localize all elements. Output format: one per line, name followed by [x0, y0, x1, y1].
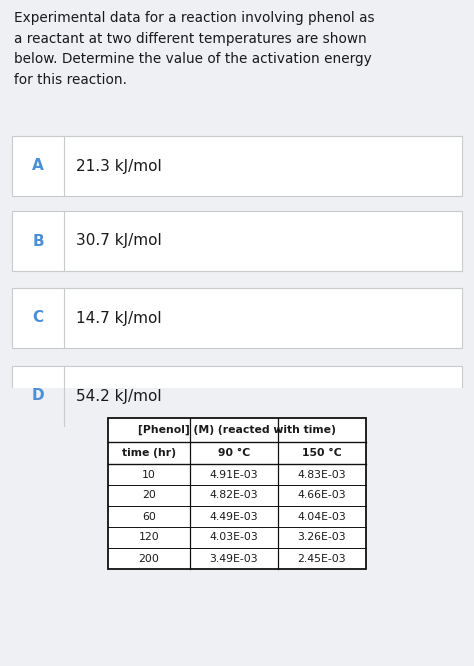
- Text: 4.04E-03: 4.04E-03: [298, 511, 346, 521]
- Text: 4.03E-03: 4.03E-03: [210, 533, 258, 543]
- Text: 150 °C: 150 °C: [302, 448, 342, 458]
- Text: 3.49E-03: 3.49E-03: [210, 553, 258, 563]
- Text: 2.45E-03: 2.45E-03: [298, 553, 346, 563]
- Text: A: A: [32, 159, 44, 174]
- Text: B: B: [32, 234, 44, 248]
- Text: [Phenol] (M) (reacted with time): [Phenol] (M) (reacted with time): [138, 425, 336, 435]
- Text: time (hr): time (hr): [122, 448, 176, 458]
- Text: 60: 60: [142, 511, 156, 521]
- Text: 30.7 kJ/mol: 30.7 kJ/mol: [76, 234, 162, 248]
- Text: 4.66E-03: 4.66E-03: [298, 490, 346, 501]
- Text: 4.91E-03: 4.91E-03: [210, 470, 258, 480]
- Text: 4.83E-03: 4.83E-03: [298, 470, 346, 480]
- FancyBboxPatch shape: [12, 366, 462, 426]
- Text: 4.82E-03: 4.82E-03: [210, 490, 258, 501]
- Text: 14.7 kJ/mol: 14.7 kJ/mol: [76, 310, 162, 326]
- Text: 20: 20: [142, 490, 156, 501]
- Text: 120: 120: [138, 533, 159, 543]
- Text: 4.49E-03: 4.49E-03: [210, 511, 258, 521]
- FancyBboxPatch shape: [12, 136, 462, 196]
- Text: 54.2 kJ/mol: 54.2 kJ/mol: [76, 388, 162, 404]
- FancyBboxPatch shape: [108, 418, 366, 569]
- Text: 10: 10: [142, 470, 156, 480]
- Text: 21.3 kJ/mol: 21.3 kJ/mol: [76, 159, 162, 174]
- Text: 200: 200: [138, 553, 159, 563]
- Text: 90 °C: 90 °C: [218, 448, 250, 458]
- FancyBboxPatch shape: [0, 388, 474, 666]
- Text: Experimental data for a reaction involving phenol as
a reactant at two different: Experimental data for a reaction involvi…: [14, 11, 374, 87]
- Text: D: D: [32, 388, 44, 404]
- Text: C: C: [32, 310, 44, 326]
- FancyBboxPatch shape: [12, 211, 462, 271]
- Text: 3.26E-03: 3.26E-03: [298, 533, 346, 543]
- FancyBboxPatch shape: [12, 288, 462, 348]
